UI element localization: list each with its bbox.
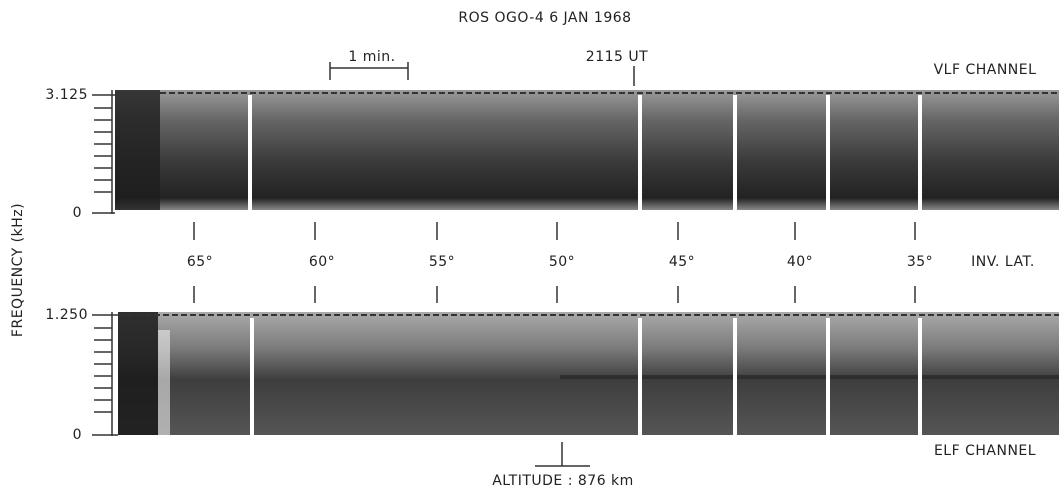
- vlf-minor-ticks: [94, 107, 112, 193]
- latitude-ticks: [193, 222, 916, 303]
- vlf-spectrogram: [115, 90, 1059, 210]
- title: ROS OGO-4 6 JAN 1968: [458, 10, 631, 26]
- latitude-label: 40°: [787, 254, 813, 270]
- vlf-top-label: 3.125: [45, 87, 88, 103]
- vlf-channel-label: VLF CHANNEL: [934, 62, 1037, 78]
- vlf-bottom-label: 0: [73, 205, 82, 221]
- y-axis-label: FREQUENCY (kHz): [10, 203, 26, 337]
- elf-bottom-label: 0: [73, 427, 82, 443]
- scale-bar-label: 1 min.: [348, 49, 395, 65]
- elf-spectrogram: [118, 312, 1059, 435]
- time-marker-label: 2115 UT: [586, 49, 648, 65]
- elf-channel-label: ELF CHANNEL: [934, 443, 1036, 459]
- elf-minor-ticks: [94, 327, 112, 413]
- elf-top-label: 1.250: [45, 307, 88, 323]
- latitude-label: 55°: [429, 254, 455, 270]
- latitude-scale-name: INV. LAT.: [971, 254, 1035, 270]
- altitude-label: ALTITUDE : 876 km: [492, 473, 634, 489]
- latitude-label: 35°: [907, 254, 933, 270]
- latitude-label: 45°: [669, 254, 695, 270]
- latitude-label: 60°: [309, 254, 335, 270]
- latitude-label: 50°: [549, 254, 575, 270]
- latitude-label: 65°: [187, 254, 213, 270]
